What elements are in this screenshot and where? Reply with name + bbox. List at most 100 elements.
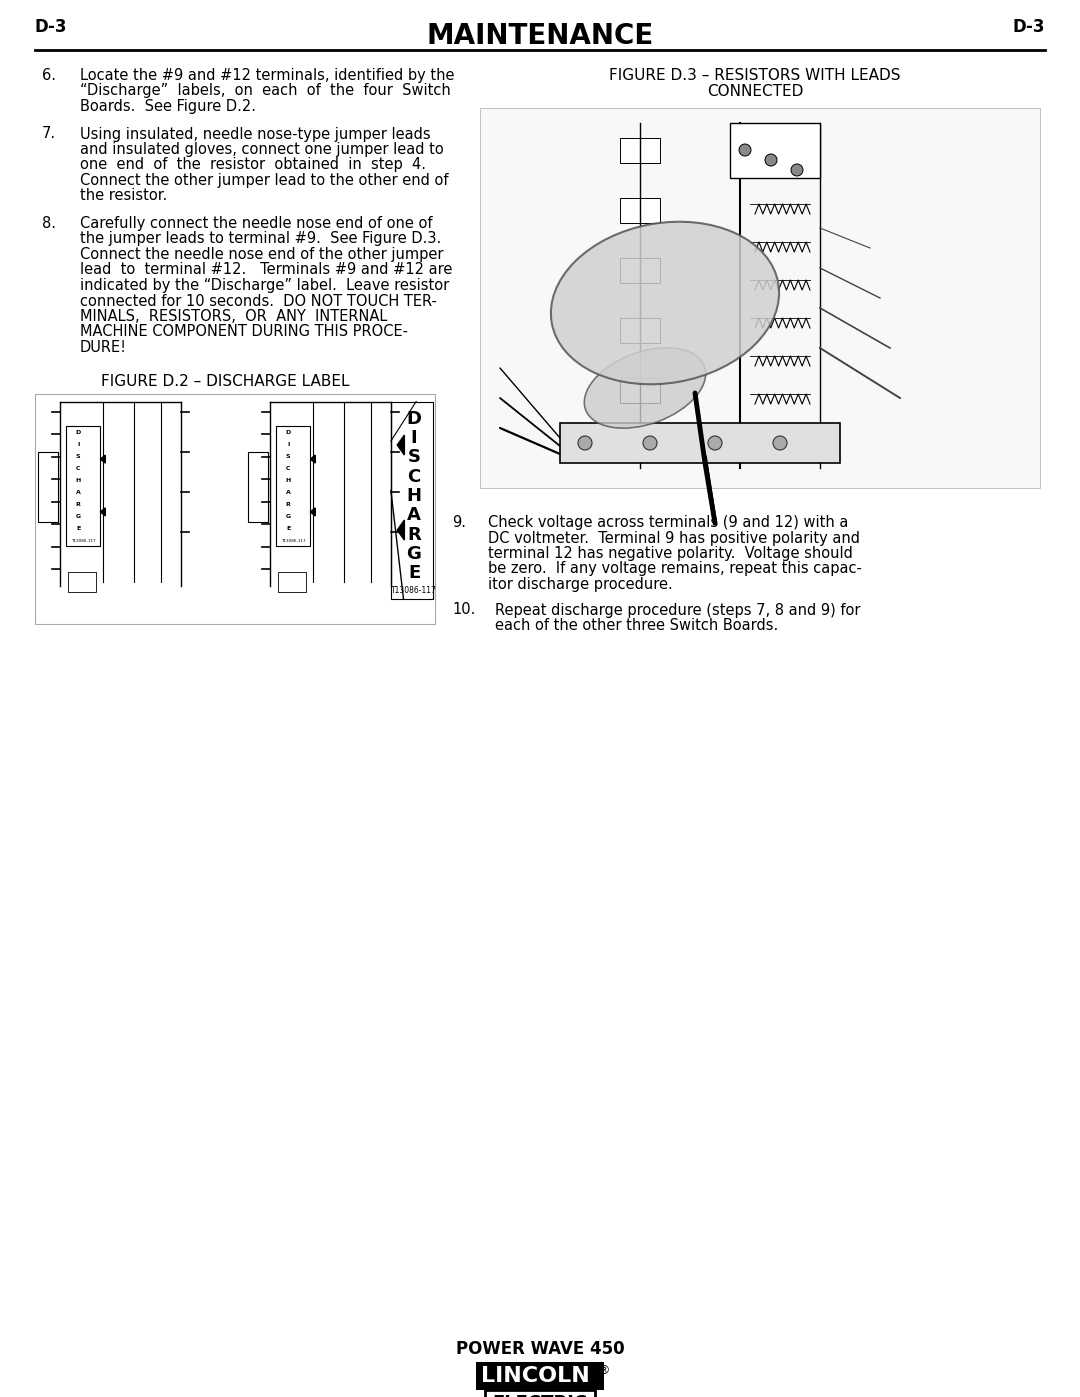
Text: 10.: 10. xyxy=(453,602,475,617)
Polygon shape xyxy=(100,509,106,515)
Text: G: G xyxy=(285,514,291,518)
Text: D: D xyxy=(406,409,421,427)
Circle shape xyxy=(708,436,723,450)
Text: T13086-117: T13086-117 xyxy=(391,587,437,595)
Text: Boards.  See Figure D.2.: Boards. See Figure D.2. xyxy=(80,99,256,115)
Text: ELECTRIC: ELECTRIC xyxy=(492,1394,588,1397)
Text: one  end  of  the  resistor  obtained  in  step  4.: one end of the resistor obtained in step… xyxy=(80,158,426,172)
Text: DURE!: DURE! xyxy=(80,339,127,355)
Text: I: I xyxy=(410,429,417,447)
Polygon shape xyxy=(310,509,315,515)
Text: ®: ® xyxy=(597,1363,609,1377)
Text: POWER WAVE 450: POWER WAVE 450 xyxy=(456,1340,624,1358)
Text: E: E xyxy=(286,525,291,531)
Circle shape xyxy=(739,144,751,156)
Text: G: G xyxy=(406,545,421,563)
Text: LINCOLN: LINCOLN xyxy=(481,1366,590,1386)
Text: connected for 10 seconds.  DO NOT TOUCH TER-: connected for 10 seconds. DO NOT TOUCH T… xyxy=(80,293,437,309)
Text: MACHINE COMPONENT DURING THIS PROCE-: MACHINE COMPONENT DURING THIS PROCE- xyxy=(80,324,408,339)
Bar xyxy=(35,394,435,623)
Text: 6.: 6. xyxy=(42,68,56,82)
Circle shape xyxy=(765,154,777,166)
Text: Connect the needle nose end of the other jumper: Connect the needle nose end of the other… xyxy=(80,247,444,263)
Text: terminal 12 has negative polarity.  Voltage should: terminal 12 has negative polarity. Volta… xyxy=(488,546,853,562)
Text: 7.: 7. xyxy=(42,127,56,141)
Text: C: C xyxy=(286,465,291,471)
Bar xyxy=(68,571,96,591)
Text: I: I xyxy=(287,441,289,447)
Bar xyxy=(620,379,660,402)
Text: A: A xyxy=(76,489,81,495)
Bar xyxy=(476,1362,604,1390)
Text: be zero.  If any voltage remains, repeat this capac-: be zero. If any voltage remains, repeat … xyxy=(488,562,862,577)
Bar xyxy=(248,451,268,521)
Text: T13086-117: T13086-117 xyxy=(281,539,306,543)
Circle shape xyxy=(643,436,657,450)
Bar xyxy=(38,451,58,521)
Polygon shape xyxy=(100,455,106,462)
Text: E: E xyxy=(76,525,80,531)
Text: G: G xyxy=(76,514,81,518)
Text: Check voltage across terminals (9 and 12) with a: Check voltage across terminals (9 and 12… xyxy=(488,515,849,529)
Text: DC voltmeter.  Terminal 9 has positive polarity and: DC voltmeter. Terminal 9 has positive po… xyxy=(488,531,860,545)
Ellipse shape xyxy=(551,222,779,384)
Text: A: A xyxy=(286,489,291,495)
Text: C: C xyxy=(76,465,80,471)
Ellipse shape xyxy=(584,348,705,427)
Text: lead  to  terminal #12.   Terminals #9 and #12 are: lead to terminal #12. Terminals #9 and #… xyxy=(80,263,453,278)
Circle shape xyxy=(578,436,592,450)
Text: H: H xyxy=(76,478,81,482)
Text: S: S xyxy=(286,454,291,458)
Text: MINALS,  RESISTORS,  OR  ANY  INTERNAL: MINALS, RESISTORS, OR ANY INTERNAL xyxy=(80,309,388,324)
Bar xyxy=(730,123,820,177)
Text: R: R xyxy=(76,502,81,507)
Text: D-3: D-3 xyxy=(35,18,67,36)
Text: R: R xyxy=(407,525,421,543)
Text: S: S xyxy=(407,448,420,467)
Text: 9.: 9. xyxy=(453,515,465,529)
Text: indicated by the “Discharge” label.  Leave resistor: indicated by the “Discharge” label. Leav… xyxy=(80,278,449,293)
Text: D: D xyxy=(76,429,81,434)
Text: I: I xyxy=(77,441,79,447)
Bar xyxy=(620,319,660,344)
Text: S: S xyxy=(76,454,80,458)
Polygon shape xyxy=(397,520,404,541)
Text: the resistor.: the resistor. xyxy=(80,189,167,204)
Bar xyxy=(278,571,306,591)
Text: and insulated gloves, connect one jumper lead to: and insulated gloves, connect one jumper… xyxy=(80,142,444,156)
Text: D-3: D-3 xyxy=(1013,18,1045,36)
Text: H: H xyxy=(406,488,421,504)
Bar xyxy=(276,426,310,545)
Bar xyxy=(485,1390,595,1397)
Circle shape xyxy=(791,163,804,176)
Text: FIGURE D.2 – DISCHARGE LABEL: FIGURE D.2 – DISCHARGE LABEL xyxy=(100,373,349,388)
Text: Connect the other jumper lead to the other end of: Connect the other jumper lead to the oth… xyxy=(80,173,448,189)
Bar xyxy=(391,401,433,599)
Text: R: R xyxy=(286,502,291,507)
Text: C: C xyxy=(407,468,421,486)
Text: itor discharge procedure.: itor discharge procedure. xyxy=(488,577,673,592)
Text: D: D xyxy=(285,429,291,434)
Text: H: H xyxy=(285,478,291,482)
Polygon shape xyxy=(310,455,315,462)
Circle shape xyxy=(773,436,787,450)
Text: MAINTENANCE: MAINTENANCE xyxy=(427,22,653,50)
Text: Locate the #9 and #12 terminals, identified by the: Locate the #9 and #12 terminals, identif… xyxy=(80,68,455,82)
Text: E: E xyxy=(408,564,420,583)
Bar xyxy=(480,108,1040,488)
Bar xyxy=(66,426,100,545)
Bar xyxy=(620,138,660,163)
Text: A: A xyxy=(407,506,421,524)
Text: Using insulated, needle nose-type jumper leads: Using insulated, needle nose-type jumper… xyxy=(80,127,431,141)
Text: Carefully connect the needle nose end of one of: Carefully connect the needle nose end of… xyxy=(80,217,432,231)
Text: CONNECTED: CONNECTED xyxy=(706,84,804,99)
Text: each of the other three Switch Boards.: each of the other three Switch Boards. xyxy=(495,617,779,633)
Bar xyxy=(620,258,660,284)
Bar xyxy=(620,198,660,224)
Text: “Discharge”  labels,  on  each  of  the  four  Switch: “Discharge” labels, on each of the four … xyxy=(80,84,450,99)
Text: Repeat discharge procedure (steps 7, 8 and 9) for: Repeat discharge procedure (steps 7, 8 a… xyxy=(495,602,861,617)
Polygon shape xyxy=(397,434,404,455)
Bar xyxy=(561,423,840,462)
Text: 8.: 8. xyxy=(42,217,56,231)
Text: FIGURE D.3 – RESISTORS WITH LEADS: FIGURE D.3 – RESISTORS WITH LEADS xyxy=(609,68,901,82)
